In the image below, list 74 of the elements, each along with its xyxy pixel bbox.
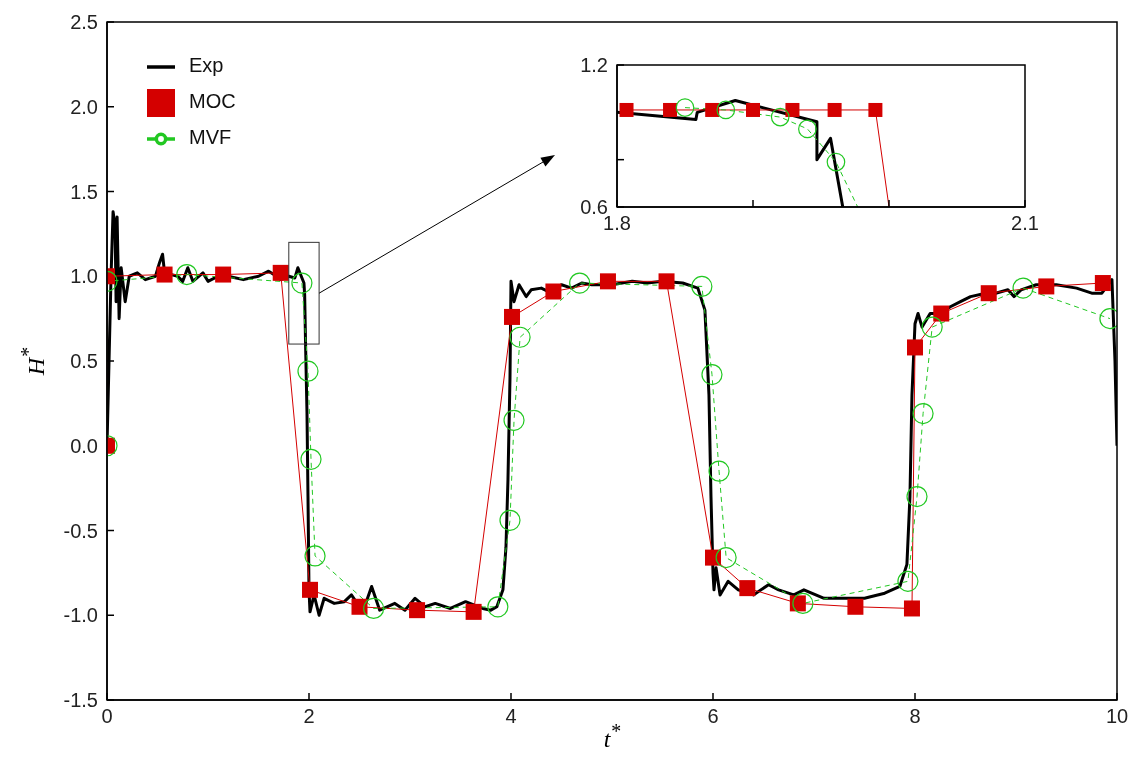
point: [503, 409, 525, 431]
y-tick-label: -0.5: [63, 519, 98, 542]
point: [663, 102, 678, 117]
point: [1038, 278, 1055, 295]
point: [304, 545, 326, 567]
legend-label: MVF: [189, 126, 232, 148]
point: [906, 486, 928, 508]
point: [785, 102, 800, 117]
y-tick-label: 0.5: [70, 350, 98, 373]
point: [291, 272, 313, 294]
point: [980, 285, 997, 302]
point: [907, 339, 923, 356]
legend-label: MOC: [189, 90, 236, 112]
point: [176, 263, 198, 286]
point: [1012, 277, 1034, 299]
x-tick-label: 8: [909, 705, 921, 728]
y-tick-label: 1.2: [580, 54, 608, 77]
point: [300, 448, 322, 470]
y-tick-label: 0.0: [70, 434, 98, 457]
point: [708, 460, 730, 482]
point: [599, 273, 616, 290]
point: [921, 316, 943, 338]
point: [691, 275, 713, 298]
point: [619, 102, 634, 117]
x-tick-label: 4: [505, 705, 517, 728]
point: [351, 598, 368, 615]
point: [1094, 275, 1111, 292]
point: [770, 107, 790, 127]
y-tick-label: -1.0: [63, 604, 98, 627]
point: [716, 100, 736, 120]
point: [739, 580, 756, 597]
point: [272, 264, 289, 281]
point: [156, 266, 173, 283]
x-tick-label: 2: [303, 705, 315, 728]
y-tick-label: 2.0: [70, 95, 98, 118]
y-tick-label: 2.5: [70, 11, 98, 34]
legend-label: Exp: [189, 54, 224, 76]
point: [792, 592, 814, 614]
point: [509, 326, 531, 348]
point: [847, 598, 864, 615]
point: [658, 273, 675, 290]
point: [912, 402, 934, 425]
x-tick-label: 0: [101, 705, 113, 728]
y-tick-label: 1.5: [70, 180, 98, 203]
point: [465, 603, 482, 620]
point: [569, 272, 591, 294]
point: [826, 152, 846, 172]
x-axis-title: t$^{*}$: [602, 720, 622, 753]
x-tick-label: 6: [707, 705, 719, 728]
point: [903, 600, 920, 617]
point: [215, 266, 232, 283]
point: [746, 102, 760, 117]
point: [705, 549, 721, 566]
point: [675, 98, 695, 117]
x-tick-label: 10: [1105, 705, 1129, 728]
point: [302, 581, 319, 598]
point: [705, 102, 720, 117]
point: [701, 363, 723, 386]
point: [409, 602, 426, 619]
x-tick-label: 2.1: [1011, 212, 1039, 235]
point: [545, 283, 562, 300]
point: [487, 596, 509, 618]
point: [504, 308, 521, 325]
point: [868, 102, 883, 117]
y-tick-label: -1.5: [63, 689, 98, 712]
point: [897, 570, 919, 592]
point: [933, 305, 950, 322]
point: [363, 597, 385, 620]
point: [715, 547, 737, 569]
y-tick-label: 1.0: [70, 265, 98, 288]
point: [798, 119, 817, 139]
point: [827, 102, 842, 117]
point: [499, 509, 521, 531]
point: [297, 360, 319, 382]
